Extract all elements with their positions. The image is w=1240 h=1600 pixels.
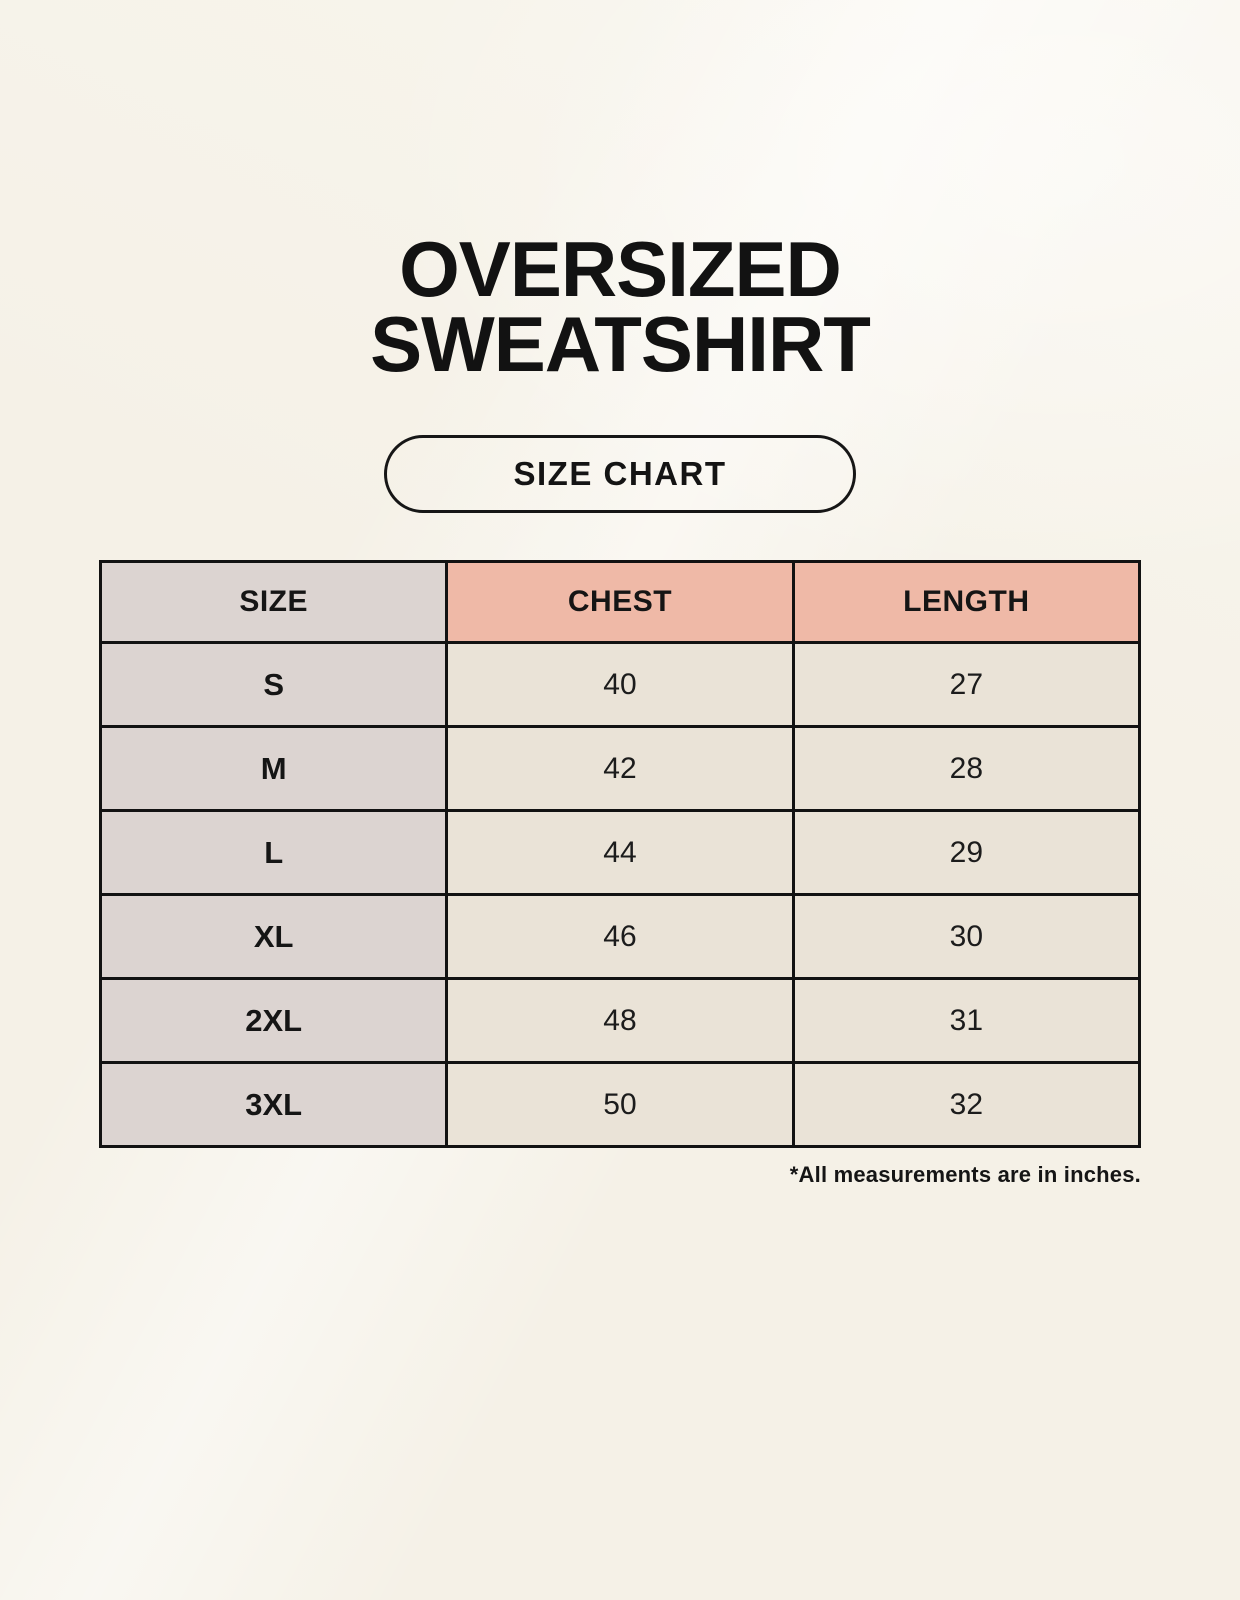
- header-size: SIZE: [98, 560, 449, 644]
- size-chart-button-label: SIZE CHART: [513, 455, 727, 492]
- length-cell: 32: [791, 1061, 1142, 1148]
- table-row: M 42 28: [98, 725, 1142, 812]
- size-cell: 2XL: [98, 977, 449, 1064]
- title-line-1: OVERSIZED: [399, 225, 842, 313]
- title-line-2: SWEATSHIRT: [370, 300, 871, 388]
- length-cell: 31: [791, 977, 1142, 1064]
- length-cell: 30: [791, 893, 1142, 980]
- table-row: XL 46 30: [98, 893, 1142, 980]
- size-cell: M: [98, 725, 449, 812]
- table-header-row: SIZE CHEST LENGTH: [98, 560, 1142, 644]
- chest-cell: 44: [445, 809, 795, 896]
- measurements-note: *All measurements are in inches.: [789, 1162, 1141, 1187]
- table-row: S 40 27: [98, 641, 1142, 728]
- size-cell: L: [98, 809, 449, 896]
- chest-cell: 42: [445, 725, 795, 812]
- size-cell: XL: [98, 893, 449, 980]
- size-cell: 3XL: [98, 1061, 449, 1148]
- length-cell: 27: [791, 641, 1142, 728]
- length-cell: 29: [791, 809, 1142, 896]
- chest-cell: 48: [445, 977, 795, 1064]
- size-cell: S: [98, 641, 449, 728]
- header-chest: CHEST: [445, 560, 795, 644]
- table-row: L 44 29: [98, 809, 1142, 896]
- table-row: 2XL 48 31: [98, 977, 1142, 1064]
- length-cell: 28: [791, 725, 1142, 812]
- table-row: 3XL 50 32: [98, 1061, 1142, 1148]
- chest-cell: 40: [445, 641, 795, 728]
- size-chart-table: SIZE CHEST LENGTH S 40 27 M 42 28 L 44 2…: [98, 560, 1142, 1148]
- chest-cell: 46: [445, 893, 795, 980]
- size-chart-button[interactable]: SIZE CHART: [384, 435, 856, 513]
- chest-cell: 50: [445, 1061, 795, 1148]
- page-title: OVERSIZED SWEATSHIRT: [0, 225, 1240, 388]
- header-length: LENGTH: [791, 560, 1142, 644]
